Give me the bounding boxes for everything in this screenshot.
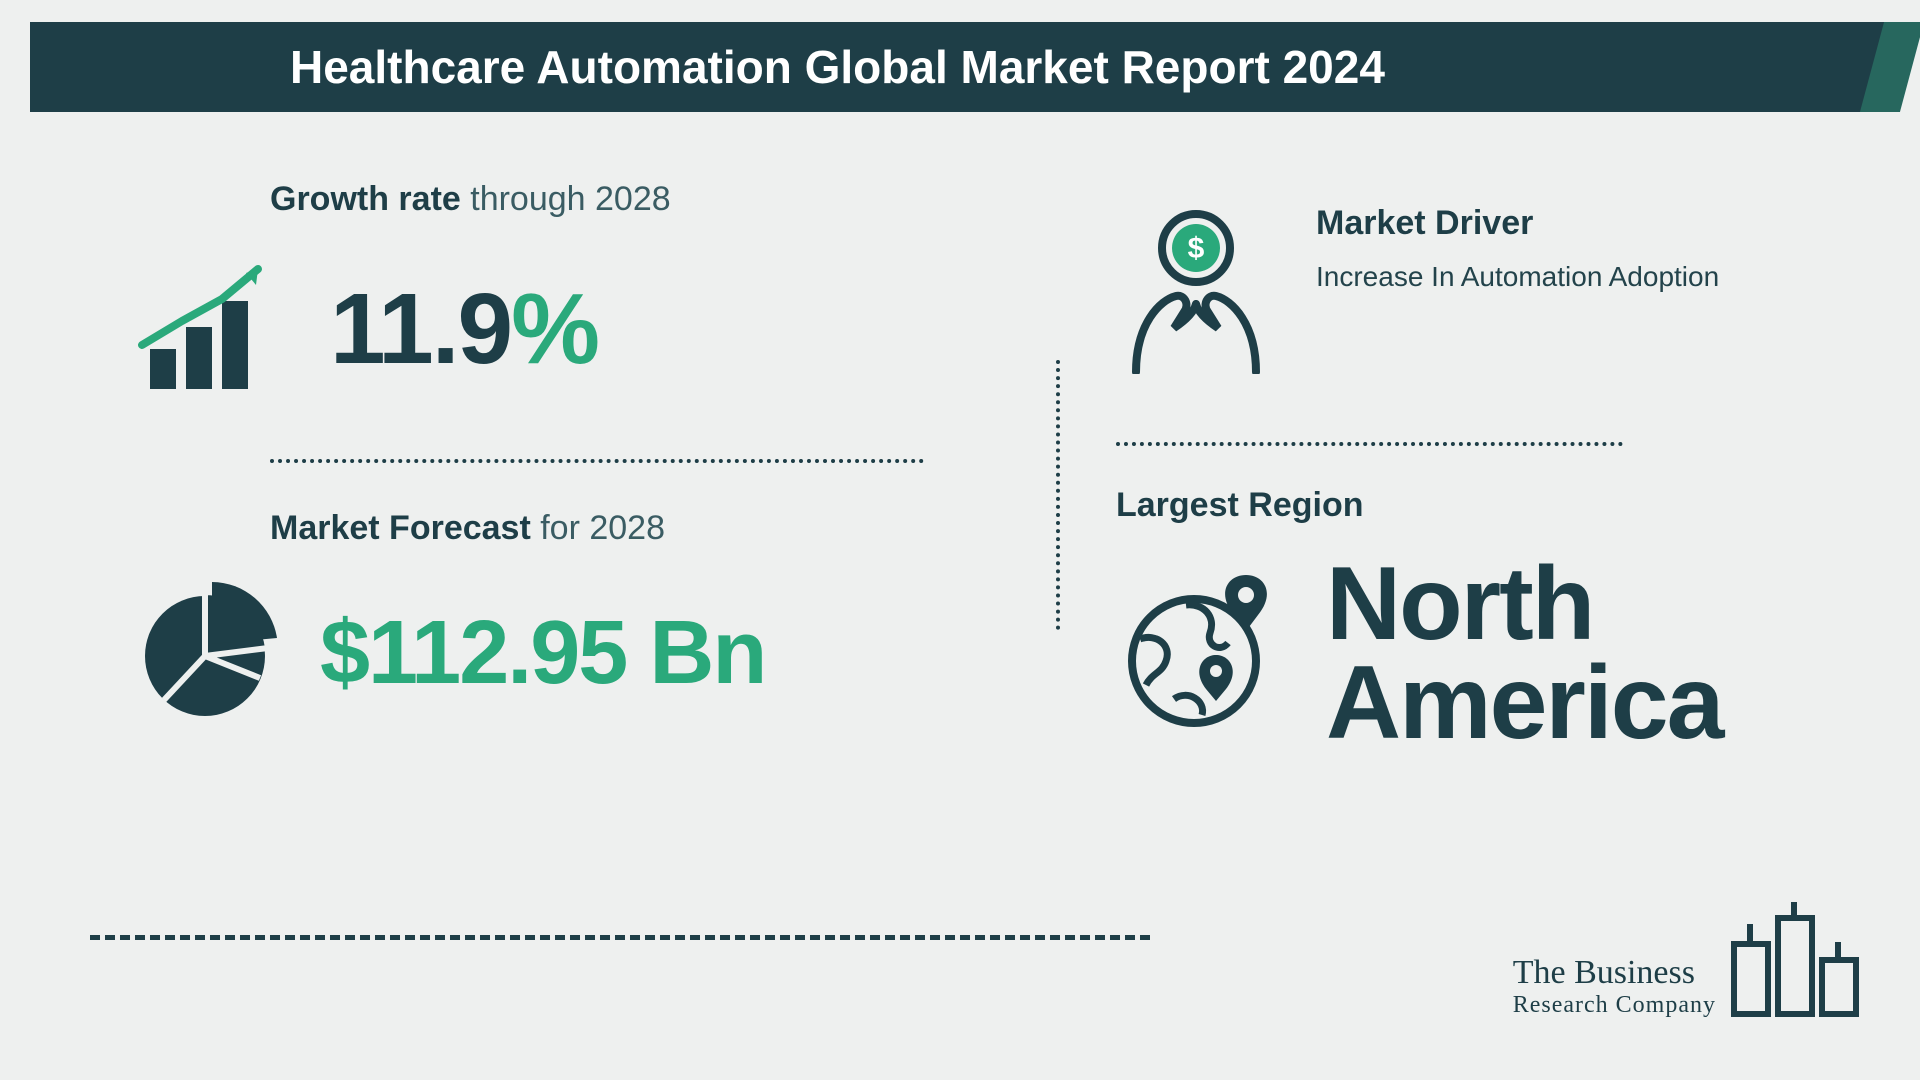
bottom-divider <box>90 935 1150 940</box>
growth-label-suffix: through 2028 <box>461 180 671 218</box>
region-row: North America <box>1116 555 1840 753</box>
header-bar: Healthcare Automation Global Market Repo… <box>30 22 1900 112</box>
globe-pins-icon <box>1116 569 1286 739</box>
region-line2: America <box>1326 654 1722 753</box>
forecast-label-suffix: for 2028 <box>531 509 665 547</box>
driver-text: Increase In Automation Adoption <box>1316 261 1719 293</box>
driver-label: Market Driver <box>1316 204 1719 243</box>
brand-line1: The Business <box>1513 953 1716 992</box>
forecast-label: Market Forecast for 2028 <box>270 509 1026 548</box>
forecast-number: $112.95 <box>320 603 626 703</box>
forecast-unit: Bn <box>626 603 765 703</box>
region-line1: North <box>1326 555 1722 654</box>
svg-text:$: $ <box>1188 232 1205 265</box>
region-label: Largest Region <box>1116 486 1840 525</box>
hands-coin-icon: $ <box>1116 204 1276 374</box>
page-title: Healthcare Automation Global Market Repo… <box>290 40 1385 94</box>
growth-label-strong: Growth rate <box>270 180 461 218</box>
brand-line2: Research Company <box>1513 992 1716 1020</box>
driver-row: $ Market Driver Increase In Automation A… <box>1116 204 1840 374</box>
forecast-value: $112.95 Bn <box>320 602 765 705</box>
growth-symbol: % <box>511 273 598 385</box>
bar-chart-growth-icon <box>130 249 290 409</box>
region-value: North America <box>1326 555 1722 753</box>
growth-row: 11.9% <box>130 249 1026 409</box>
left-divider <box>270 459 924 463</box>
growth-number: 11.9 <box>330 273 511 385</box>
header-accent <box>1860 22 1920 112</box>
right-divider <box>1116 442 1623 446</box>
buildings-icon <box>1730 900 1860 1020</box>
left-column: Growth rate through 2028 11.9% Market Fo… <box>0 160 1056 1080</box>
brand-text: The Business Research Company <box>1513 953 1716 1020</box>
driver-text-block: Market Driver Increase In Automation Ado… <box>1316 204 1719 293</box>
forecast-label-strong: Market Forecast <box>270 509 531 547</box>
brand-block: The Business Research Company <box>1513 900 1860 1020</box>
growth-label: Growth rate through 2028 <box>270 180 1026 219</box>
growth-value: 11.9% <box>330 272 598 387</box>
forecast-row: $112.95 Bn <box>130 578 1026 728</box>
pie-chart-icon <box>130 578 280 728</box>
